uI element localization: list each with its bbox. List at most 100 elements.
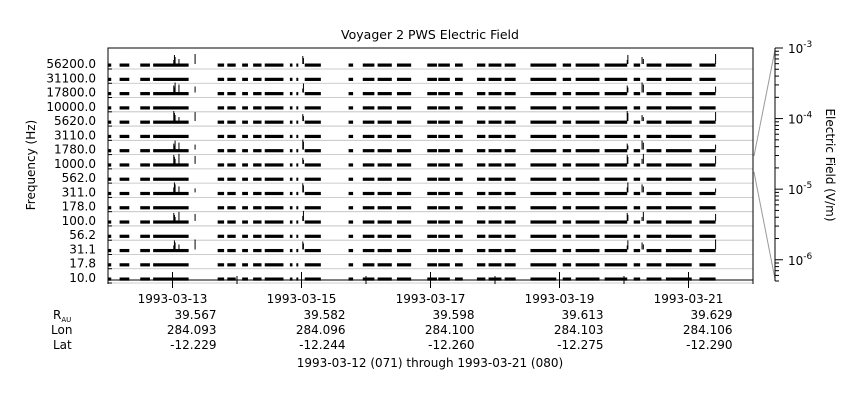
coverage-segment [253,106,262,110]
coverage-segment [253,163,262,167]
coverage-segment [253,206,262,210]
coverage-segment [264,248,284,253]
ephemeris-value-r-au: 39.567 [175,308,217,322]
coverage-segment [304,149,321,153]
coverage-segment [264,92,284,96]
ephemeris-value-lat: -12.229 [170,338,216,352]
coverage-segment [562,263,572,267]
lat-row-label: Lat [53,338,72,352]
coverage-segment [688,163,692,167]
x-tick-label: 1993-03-21 [654,292,724,306]
coverage-segment [455,277,463,281]
coverage-segment [455,206,463,210]
emission-events [173,54,717,250]
coverage-segment [227,177,236,181]
coverage-segment [264,106,284,110]
coverage-segment [304,263,321,267]
coverage-segment [455,248,463,253]
coverage-segment [304,177,321,181]
coverage-segment [646,149,662,153]
coverage-segment [289,134,293,139]
coverage-segment [438,77,450,81]
coverage-segment [575,149,600,153]
channel-trace [108,277,716,281]
coverage-segment [699,206,716,210]
coverage-segment [438,277,450,281]
channel-trace [108,149,716,153]
coverage-segment [699,149,716,153]
coverage-segment [253,220,262,224]
coverage-segment [575,177,600,181]
colorbar-tick-exponent: -5 [803,181,812,191]
coverage-segment [604,234,628,238]
colorbar-tick-label: 10-4 [788,111,813,127]
coverage-segment [488,63,502,67]
coverage-segment [253,77,262,81]
coverage-segment [438,234,450,238]
coverage-segment [504,120,516,124]
coverage-segment [575,134,600,139]
coverage-segment [562,191,572,196]
coverage-segment [348,191,354,196]
coverage-segment [688,206,692,210]
ephemeris-value-lon: 284.096 [296,323,346,337]
coverage-segment [476,191,486,196]
coverage-segment [253,248,262,253]
coverage-segment [172,206,189,210]
coverage-segment [108,163,112,167]
coverage-segment [153,263,173,267]
lon-row-label: Lon [51,323,72,337]
coverage-segment [438,191,450,196]
coverage-segment [296,92,299,96]
y-tick-label: 5620.0 [54,114,96,128]
coverage-segment [289,263,293,267]
coverage-segment [504,149,516,153]
coverage-segment [633,149,641,153]
coverage-segment [253,63,262,67]
coverage-segment [242,92,248,96]
ephemeris-value-r-au: 39.582 [304,308,346,322]
coverage-segment [304,120,321,124]
coverage-segment [396,220,412,224]
coverage-segment [217,206,225,210]
coverage-segment [119,206,130,210]
coverage-segment [264,234,284,238]
coverage-segment [296,120,299,124]
coverage-segment [348,92,354,96]
coverage-segment [242,106,248,110]
coverage-segment [217,248,225,253]
coverage-segment [455,163,463,167]
ephemeris-value-lat: -12.260 [428,338,474,352]
coverage-segment [396,149,412,153]
coverage-segment [153,134,173,139]
coverage-segment [296,134,299,139]
coverage-segment [688,120,692,124]
coverage-segment [396,106,412,110]
coverage-segment [264,191,284,196]
coverage-segment [140,277,150,281]
channel-trace [108,263,716,267]
coverage-segment [264,177,284,181]
ephemeris-row-labels: RAU Lon Lat [51,308,72,352]
coverage-segment [377,163,392,167]
coverage-segment [304,206,321,210]
coverage-segment [289,206,293,210]
coverage-segment [562,106,572,110]
coverage-segment [665,191,689,196]
colorbar-tick-label: 10-5 [788,181,812,197]
coverage-segment [140,206,150,210]
coverage-segment [562,134,572,139]
channel-trace [108,120,716,124]
coverage-segment [289,106,293,110]
coverage-segment [575,277,600,281]
coverage-segment [455,63,463,67]
coverage-segment [242,120,248,124]
coverage-segment [604,149,628,153]
coverage-segment [488,77,502,81]
coverage-segment [396,191,412,196]
coverage-segment [530,163,557,167]
coverage-segment [217,63,225,67]
coverage-segment [438,106,450,110]
coverage-segment [348,248,354,253]
coverage-segment [242,234,248,238]
